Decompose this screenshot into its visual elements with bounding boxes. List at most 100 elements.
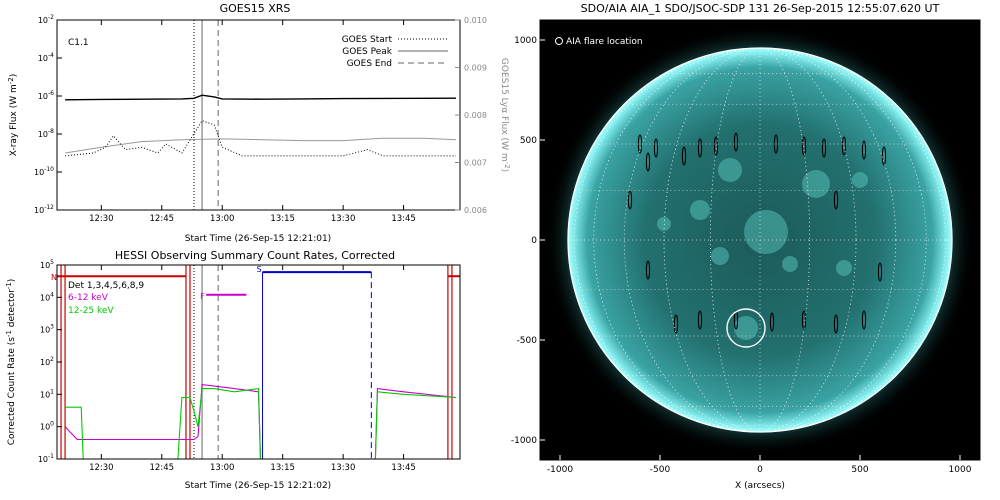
aia-ytick-label: 1000 — [514, 36, 537, 46]
goes-x-label: Start Time (26-Sep-15 12:21:01) — [185, 234, 331, 244]
aia-active-region — [690, 200, 710, 220]
goes-plot-area — [65, 20, 457, 210]
goes-ytick-label: 10-2 — [38, 14, 54, 25]
aia-ytick-label: -1000 — [511, 436, 537, 446]
aia-active-region — [852, 172, 868, 188]
legend-goes-peak: GOES Peak — [342, 47, 392, 57]
aia-xtick-label: -500 — [650, 465, 671, 475]
aia-solar-image — [544, 24, 976, 456]
aia-contour-speck — [733, 132, 739, 152]
aia-active-region — [802, 170, 830, 198]
goes-y2tick-label: 0.009 — [464, 64, 487, 73]
aia-contour-speck — [821, 138, 827, 158]
hessi-panel: HESSI Observing Summary Count Rates, Cor… — [5, 249, 461, 491]
aia-active-region — [744, 210, 788, 254]
goes-y2tick-label: 0.007 — [464, 159, 487, 168]
hessi-plot-area: N F S — [51, 265, 460, 460]
goes-ytick-label: 10-10 — [34, 166, 54, 177]
aia-contour-speck — [697, 138, 703, 158]
goes-y-label: X-ray Flux (W m-2) — [7, 74, 19, 156]
hessi-flag-label-F: F — [200, 292, 205, 301]
aia-active-region — [836, 260, 852, 276]
aia-flare-circle — [726, 308, 766, 348]
svg-text:X-ray Flux (W m-2): X-ray Flux (W m-2) — [7, 74, 19, 156]
goes-xtick-label: 12:45 — [150, 214, 175, 224]
aia-ytick-label: -500 — [517, 336, 538, 346]
aia-contour-speck — [877, 262, 883, 282]
aia-contour-speck — [653, 138, 659, 158]
legend-hessi-6-12: 6-12 keV — [68, 293, 109, 303]
hessi-ytick-label: 103 — [40, 324, 54, 335]
aia-active-region — [657, 217, 671, 231]
legend-goes-end: GOES End — [347, 59, 392, 69]
aia-contour-speck — [769, 312, 775, 332]
aia-x-label: X (arcsecs) — [735, 481, 785, 491]
aia-contour-speck — [833, 314, 839, 334]
aia-xtick-label: 1000 — [949, 465, 972, 475]
aia-title: SDO/AIA AIA_1 SDO/JSOC-SDP 131 26-Sep-20… — [581, 2, 940, 15]
goes-series-0 — [65, 94, 457, 101]
hessi-y-label: Corrected Count Rate (s-1 detector-1) — [5, 279, 17, 446]
goes-xtick-label: 13:30 — [331, 214, 356, 224]
aia-contour-speck — [733, 310, 739, 330]
aia-grid-lon — [623, 47, 897, 433]
aia-panel: SDO/AIA AIA_1 SDO/JSOC-SDP 131 26-Sep-20… — [539, 2, 981, 491]
hessi-xtick-label: 13:15 — [270, 463, 295, 473]
hessi-frame — [56, 264, 461, 460]
goes-legend: GOES Start GOES Peak GOES End — [342, 35, 448, 69]
hessi-ytick-label: 105 — [40, 259, 54, 270]
goes-ytick-label: 10-8 — [38, 128, 54, 139]
legend-hessi-12-25: 12-25 keV — [68, 306, 114, 316]
goes-ytick-label: 10-12 — [34, 204, 54, 215]
legend-hessi-det: Det 1,3,4,5,6,8,9 — [68, 281, 144, 291]
hessi-ytick-label: 104 — [40, 291, 54, 302]
goes-y2tick-label: 0.008 — [464, 111, 487, 120]
aia-xtick-label: -1000 — [547, 465, 573, 475]
hessi-flag-label-N: N — [51, 273, 57, 282]
hessi-ytick-label: 10-1 — [38, 453, 54, 464]
aia-legend-label: AIA flare location — [566, 37, 643, 47]
aia-xtick-label: 0 — [757, 465, 763, 475]
aia-active-region — [711, 247, 729, 265]
hessi-xtick-label: 13:30 — [331, 463, 356, 473]
aia-ytick-label: 0 — [531, 236, 537, 246]
legend-goes-start: GOES Start — [342, 35, 393, 45]
goes-y2-label: GOES15 Lyα Flux (W m-2) — [499, 58, 511, 172]
aia-contour-speck — [861, 140, 867, 160]
goes-series-1 — [65, 137, 457, 154]
hessi-ytick-label: 101 — [40, 388, 54, 399]
aia-contour-speck — [645, 152, 651, 172]
aia-legend: AIA flare location — [555, 37, 643, 47]
aia-contour-speck — [713, 136, 719, 156]
hessi-xtick-label: 13:00 — [210, 463, 235, 473]
hessi-ytick-label: 102 — [40, 356, 54, 367]
goes-ytick-label: 10-6 — [38, 90, 54, 101]
aia-limb — [567, 47, 953, 433]
goes-frame — [56, 19, 461, 211]
svg-text:GOES15 Lyα Flux (W m-2): GOES15 Lyα Flux (W m-2) — [499, 58, 511, 172]
hessi-xtick-label: 13:45 — [391, 463, 416, 473]
goes-ytick-label: 10-4 — [38, 52, 54, 63]
aia-active-region — [782, 256, 798, 272]
hessi-series-1 — [65, 387, 457, 460]
aia-legend-circle-icon — [555, 37, 563, 45]
goes-xtick-label: 13:15 — [270, 214, 295, 224]
goes-series-2 — [65, 120, 456, 157]
aia-active-region — [718, 158, 742, 182]
hessi-xtick-label: 12:30 — [89, 463, 114, 473]
goes-y2tick-label: 0.010 — [464, 16, 487, 25]
aia-contour-speck — [841, 136, 847, 156]
aia-contour-speck — [861, 310, 867, 330]
aia-contour-speck — [645, 260, 651, 280]
goes-xtick-label: 13:00 — [210, 214, 235, 224]
aia-xtick-label: 500 — [851, 465, 868, 475]
hessi-xtick-label: 12:45 — [150, 463, 175, 473]
aia-contour-speck — [681, 146, 687, 166]
aia-contour-speck — [673, 314, 679, 334]
goes-annotation: C1.1 — [68, 38, 89, 48]
goes-xtick-label: 13:45 — [391, 214, 416, 224]
goes-panel: GOES15 XRS C1.1 Start Time (26-Sep-15 12… — [7, 2, 511, 244]
aia-ytick-label: 500 — [520, 136, 537, 146]
axes-layer: 12:30 12:45 13:00 13:15 13:30 13:4510-1210-10… — [34, 14, 972, 475]
